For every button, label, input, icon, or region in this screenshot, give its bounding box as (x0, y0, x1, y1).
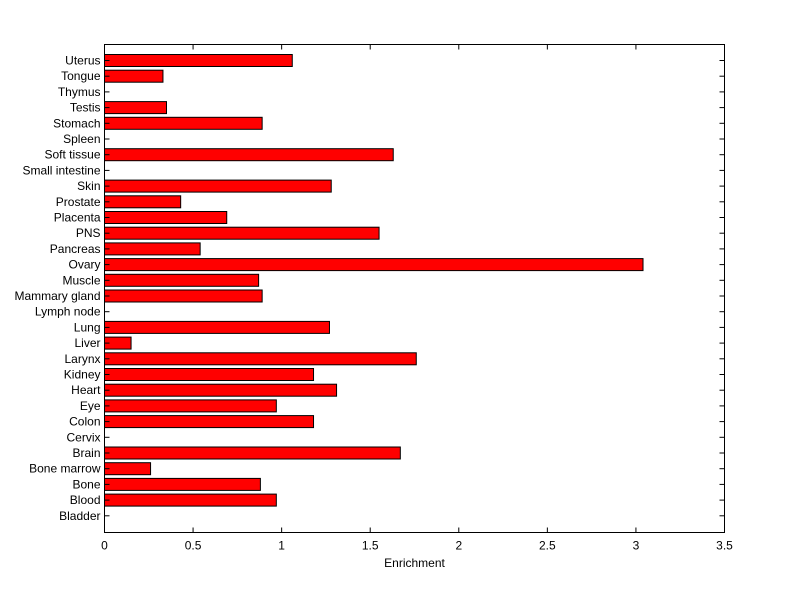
bar-placenta (104, 211, 228, 224)
bar-ovary (104, 258, 644, 272)
category-label-kidney: Kidney (64, 368, 101, 382)
bar-blood (104, 493, 277, 507)
category-label-lung: Lung (74, 320, 101, 334)
bar-testis (104, 101, 167, 115)
bar-larynx (104, 352, 417, 366)
category-label-soft-tissue: Soft tissue (44, 148, 100, 162)
category-label-bone: Bone (72, 477, 100, 491)
x-tick-label: 0.5 (185, 539, 202, 553)
category-label-larynx: Larynx (64, 352, 100, 366)
bar-kidney (104, 368, 315, 381)
category-label-spleen: Spleen (63, 132, 100, 146)
bars-group (104, 54, 644, 507)
category-label-colon: Colon (69, 415, 100, 429)
category-label-prostate: Prostate (56, 195, 101, 209)
category-label-stomach: Stomach (53, 116, 100, 130)
x-tick-label: 2.5 (539, 539, 556, 553)
x-tick-label: 0 (101, 539, 108, 553)
category-label-eye: Eye (80, 399, 101, 413)
category-label-tongue: Tongue (61, 69, 101, 83)
category-label-bladder: Bladder (59, 509, 100, 523)
category-label-testis: Testis (70, 101, 101, 115)
bar-brain (104, 446, 401, 460)
bar-soft-tissue (104, 148, 394, 162)
bar-heart (104, 383, 338, 397)
bar-stomach (104, 116, 263, 130)
category-label-liver: Liver (74, 336, 100, 350)
category-label-placenta: Placenta (54, 211, 101, 225)
category-label-pns: PNS (76, 226, 101, 240)
bar-uterus (104, 54, 293, 67)
category-label-brain: Brain (72, 446, 100, 460)
bar-bone-marrow (104, 462, 152, 476)
x-axis-label: Enrichment (384, 556, 445, 570)
x-tick-label: 3 (633, 539, 640, 553)
x-tick-label: 2 (455, 539, 462, 553)
bar-pns (104, 226, 380, 240)
tick-marks-group (104, 44, 725, 533)
x-tick-label: 1 (278, 539, 285, 553)
category-label-cervix: Cervix (66, 430, 100, 444)
category-label-skin: Skin (77, 179, 100, 193)
bar-pancreas (104, 242, 201, 256)
category-label-thymus: Thymus (58, 85, 101, 99)
bar-mammary-gland (104, 289, 263, 303)
bar-colon (104, 415, 315, 429)
x-tick-label: 1.5 (362, 539, 379, 553)
axes-frame (104, 44, 725, 533)
x-tick-labels-group: 0 0.5 1 1.5 2 2.5 3 3.5 (101, 539, 733, 553)
category-label-blood: Blood (70, 493, 101, 507)
category-label-heart: Heart (71, 383, 101, 397)
bar-skin (104, 179, 332, 193)
category-label-small-intestine: Small intestine (22, 163, 100, 177)
bar-bone (104, 477, 261, 491)
category-label-lymph-node: Lymph node (35, 305, 101, 319)
category-label-ovary: Ovary (68, 258, 100, 272)
bar-tongue (104, 69, 164, 83)
bar-muscle (104, 273, 260, 287)
bar-lung (104, 320, 330, 334)
bar-eye (104, 399, 277, 413)
category-label-mammary-gland: Mammary gland (14, 289, 100, 303)
bar-prostate (104, 195, 182, 209)
category-label-pancreas: Pancreas (50, 242, 101, 256)
category-label-uterus: Uterus (65, 54, 100, 68)
category-label-muscle: Muscle (62, 273, 100, 287)
category-label-bone-marrow: Bone marrow (29, 462, 101, 476)
x-tick-label: 3.5 (716, 539, 733, 553)
